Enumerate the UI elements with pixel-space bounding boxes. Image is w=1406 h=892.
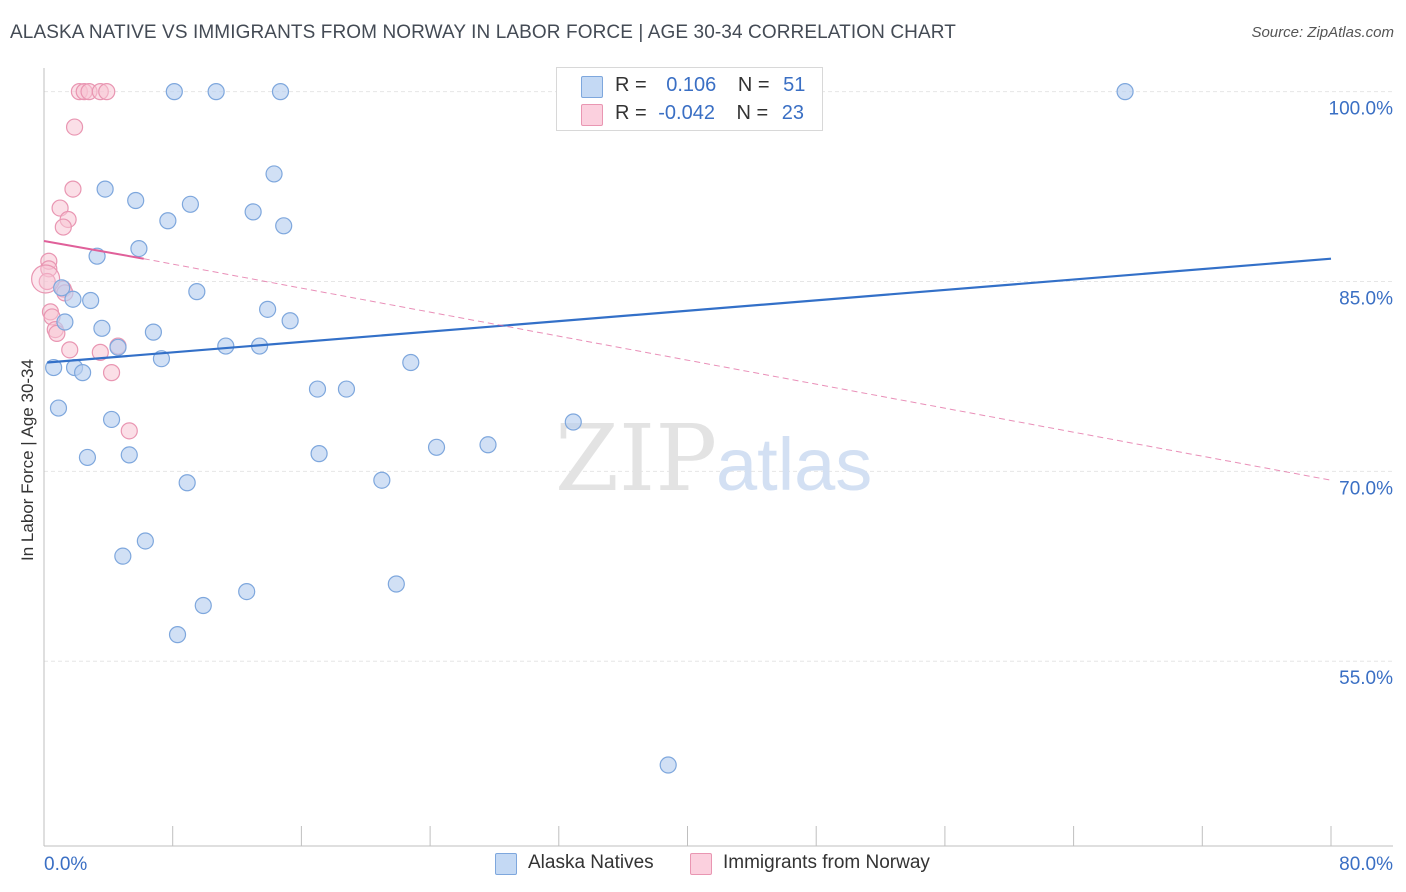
alaska-point [78, 448, 97, 467]
alaska-point [45, 358, 63, 377]
legend-r-value-alaska: 0.106 [666, 74, 717, 96]
alaska-point [82, 291, 100, 310]
norway-point [61, 341, 79, 359]
legend-n-label: N = [737, 74, 770, 96]
alaska-point [387, 575, 405, 593]
alaska-point [74, 364, 92, 382]
tick-labels: 100.0% 85.0% 70.0% 55.0% 0.0% 80.0% [44, 99, 1393, 875]
alaska-trend-line [47, 257, 1332, 364]
alaska-point [188, 283, 206, 301]
alaska-point [308, 380, 327, 398]
alaska-point [194, 596, 212, 615]
norway-point [91, 343, 109, 361]
norway-trend-solid [43, 240, 144, 260]
alaska-point [217, 337, 235, 355]
alaska-point [281, 312, 299, 330]
axes [43, 68, 1393, 847]
alaska-point [165, 83, 183, 101]
norway-point [54, 218, 72, 236]
norway-point [65, 118, 84, 136]
legend-n-value-norway: 23 [781, 102, 805, 124]
y-tick-label: 85.0% [1339, 288, 1393, 309]
alaska-point [402, 353, 420, 372]
alaska-point [152, 350, 171, 368]
alaska-point [49, 399, 68, 417]
alaska-point [93, 319, 111, 337]
source-credit: Source: ZipAtlas.com [1251, 24, 1394, 41]
alaska-point [56, 313, 74, 331]
alaska-point [178, 474, 196, 492]
alaska-point [96, 180, 114, 198]
legend-n-value-alaska: 51 [783, 74, 806, 96]
x-tick-label-min: 0.0% [44, 854, 87, 875]
norway-point [98, 83, 116, 101]
legend-r-value-norway: -0.042 [658, 102, 715, 124]
alaska-point [275, 217, 293, 235]
alaska-point [114, 547, 132, 565]
alaska-point [337, 380, 356, 398]
series-immigrants-norway-points [31, 83, 138, 440]
alaska-point [238, 582, 256, 601]
legend-r-label: R = [615, 74, 647, 96]
correlation-legend: R = 0.106 N = 51 R = -0.042 N = 23 [556, 67, 823, 131]
y-tick-label: 55.0% [1339, 668, 1393, 689]
alaska-point [265, 165, 283, 183]
norway-point [64, 180, 82, 198]
alaska-point [120, 446, 138, 464]
norway-point [38, 272, 56, 291]
alaska-point [427, 438, 446, 456]
legend-swatch-blue [581, 76, 603, 98]
legend-r-label: R = [615, 102, 647, 124]
alaska-point [109, 338, 127, 356]
alaska-point [159, 212, 177, 230]
norway-point-cluster [31, 264, 61, 294]
alaska-point [130, 239, 148, 258]
norway-trend-dashed [143, 258, 1332, 481]
alaska-point [659, 756, 677, 774]
alaska-point [373, 471, 391, 489]
bottom-legend-label-alaska: Alaska Natives [528, 852, 654, 873]
alaska-point [479, 436, 497, 454]
alaska-point [53, 279, 71, 297]
alaska-point [207, 83, 225, 101]
chart-title: ALASKA NATIVE VS IMMIGRANTS FROM NORWAY … [10, 22, 956, 43]
alaska-point [144, 323, 162, 341]
alaska-point [181, 195, 199, 213]
alaska-point [88, 247, 106, 265]
norway-point [102, 364, 121, 382]
alaska-point [64, 290, 82, 308]
legend-swatch-pink [581, 104, 603, 126]
alaska-point [564, 413, 582, 431]
legend-n-label: N = [736, 102, 769, 124]
grid-lines [44, 91, 1393, 662]
y-tick-label: 70.0% [1339, 478, 1393, 499]
alaska-point [310, 445, 328, 463]
alaska-point [244, 203, 262, 221]
alaska-point [168, 626, 187, 644]
watermark-atlas: atlas [716, 423, 872, 506]
alaska-point [136, 532, 154, 550]
watermark-zip: ZIP [555, 405, 717, 512]
alaska-point [127, 191, 145, 210]
alaska-point [102, 410, 121, 429]
alaska-point [259, 300, 277, 318]
alaska-point [1116, 83, 1134, 101]
bottom-legend-label-norway: Immigrants from Norway [723, 852, 930, 873]
trend-lines [43, 240, 1332, 481]
norway-point [120, 422, 138, 440]
x-tick-label-max: 80.0% [1339, 854, 1393, 875]
alaska-point [271, 83, 290, 101]
bottom-legend-swatch-pink [690, 853, 712, 875]
bottom-legend-swatch-blue [495, 853, 517, 875]
y-tick-label: 100.0% [1329, 99, 1394, 120]
